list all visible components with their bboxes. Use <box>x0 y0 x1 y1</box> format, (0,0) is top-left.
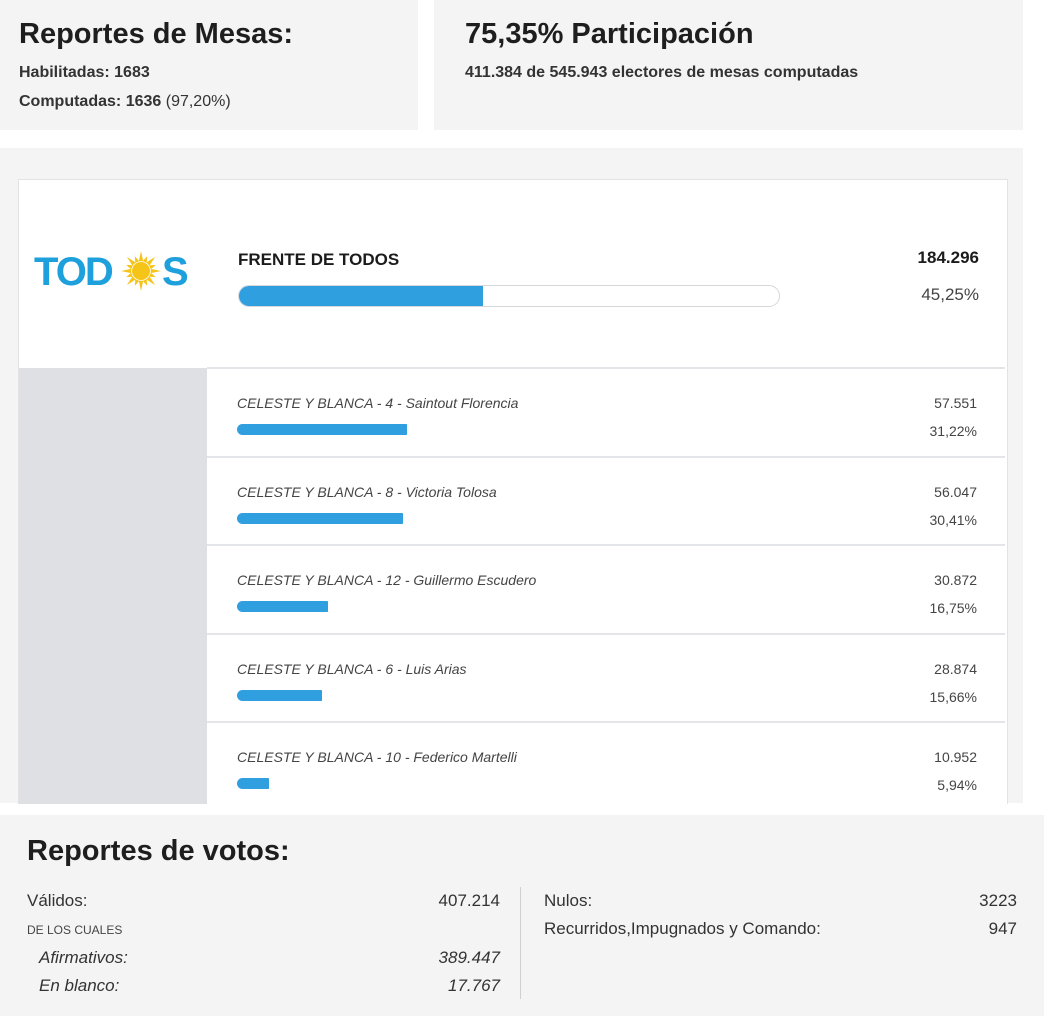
candidate-name: CELESTE Y BLANCA - 4 - Saintout Florenci… <box>237 395 519 411</box>
results-card: TOD S FRENTE DE TODOS 184.296 45,25% CEL… <box>18 179 1008 804</box>
sun-ray <box>126 264 133 270</box>
sun-ray <box>149 264 156 270</box>
computadas-pct: (97,20%) <box>165 93 231 110</box>
candidate-votes: 10.952 <box>934 749 977 765</box>
todos-logo: TOD S <box>34 250 190 294</box>
candidate-pct: 16,75% <box>929 600 977 616</box>
candidate-bar <box>237 778 269 789</box>
nulos-label: Nulos: <box>544 891 593 910</box>
candidate-row: CELESTE Y BLANCA - 4 - Saintout Florenci… <box>207 367 1005 456</box>
party-name: FRENTE DE TODOS <box>238 250 400 269</box>
logo-text-s: S <box>162 250 188 294</box>
candidate-votes: 30.872 <box>934 572 977 588</box>
results-panel: TOD S FRENTE DE TODOS 184.296 45,25% CEL… <box>0 148 1023 804</box>
sun-icon <box>121 251 161 291</box>
sun-ray <box>142 256 148 263</box>
candidate-bar <box>237 601 328 612</box>
blanco-label: En blanco: <box>39 976 120 995</box>
sun-ray <box>146 276 156 286</box>
logo-column-filler <box>19 368 207 804</box>
votes-divider <box>520 887 521 999</box>
votes-report-panel: Reportes de votos: Válidos: 407.214 DE L… <box>0 815 1044 1016</box>
sun-ray <box>126 272 133 278</box>
candidate-row: CELESTE Y BLANCA - 8 - Victoria Tolosa 5… <box>207 456 1005 545</box>
afirmativos-label: Afirmativos: <box>39 948 128 967</box>
votes-title: Reportes de votos: <box>27 835 290 867</box>
candidate-bar <box>237 690 322 701</box>
sun-ray <box>150 268 161 274</box>
candidate-pct: 31,22% <box>929 423 977 439</box>
sun-ray <box>146 256 156 266</box>
sun-ray <box>134 256 140 263</box>
habilitadas-label: Habilitadas: <box>19 64 110 81</box>
candidate-votes: 56.047 <box>934 484 977 500</box>
validos-label: Válidos: <box>27 891 88 910</box>
de-los-cuales-label: DE LOS CUALES <box>27 923 123 937</box>
sun-ray <box>126 276 136 286</box>
sun-ray <box>126 256 136 266</box>
candidate-name: CELESTE Y BLANCA - 10 - Federico Martell… <box>237 749 517 765</box>
sun-ray <box>121 268 132 274</box>
recurridos-label: Recurridos,Impugnados y Comando: <box>544 919 821 938</box>
candidate-votes: 57.551 <box>934 395 977 411</box>
mesas-report-panel: Reportes de Mesas: Habilitadas: 1683 Com… <box>0 0 418 130</box>
computadas-value: 1636 <box>125 93 162 110</box>
logo-text-tod: TOD <box>34 250 113 294</box>
habilitadas-line: Habilitadas: 1683 <box>19 64 150 82</box>
candidate-bar <box>237 513 403 524</box>
party-pct: 45,25% <box>921 285 979 304</box>
candidate-pct: 15,66% <box>929 689 977 705</box>
party-votes: 184.296 <box>917 248 979 267</box>
participation-panel: 75,35% Participación 411.384 de 545.943 … <box>434 0 1023 130</box>
candidate-name: CELESTE Y BLANCA - 12 - Guillermo Escude… <box>237 572 537 588</box>
nulos-value: 3223 <box>979 891 1017 910</box>
validos-value: 407.214 <box>438 891 500 910</box>
candidate-name: CELESTE Y BLANCA - 8 - Victoria Tolosa <box>237 484 497 500</box>
candidate-votes: 28.874 <box>934 661 977 677</box>
party-progress-fill <box>239 286 484 306</box>
mesas-title: Reportes de Mesas: <box>19 18 293 50</box>
party-progress-bar <box>238 285 780 307</box>
sun-ray <box>149 272 156 278</box>
habilitadas-value: 1683 <box>114 64 150 81</box>
sun-ray <box>138 251 144 262</box>
sun-ray <box>138 280 144 291</box>
afirmativos-value: 389.447 <box>438 948 500 967</box>
computadas-label: Computadas: <box>19 93 122 110</box>
candidate-row: CELESTE Y BLANCA - 6 - Luis Arias 28.874… <box>207 633 1005 722</box>
recurridos-value: 947 <box>988 919 1017 938</box>
sun-ray <box>134 279 140 286</box>
participation-detail: 411.384 de 545.943 electores de mesas co… <box>465 64 859 81</box>
candidate-pct: 5,94% <box>937 777 977 793</box>
candidate-row: CELESTE Y BLANCA - 12 - Guillermo Escude… <box>207 544 1005 633</box>
computadas-line: Computadas: 1636 (97,20%) <box>19 93 231 111</box>
participation-title: 75,35% Participación <box>465 18 754 50</box>
candidate-name: CELESTE Y BLANCA - 6 - Luis Arias <box>237 661 467 677</box>
candidate-row: CELESTE Y BLANCA - 10 - Federico Martell… <box>207 721 1005 804</box>
candidate-pct: 30,41% <box>929 512 977 528</box>
blanco-value: 17.767 <box>448 976 500 995</box>
sun-ray <box>142 279 148 286</box>
candidate-bar <box>237 424 407 435</box>
